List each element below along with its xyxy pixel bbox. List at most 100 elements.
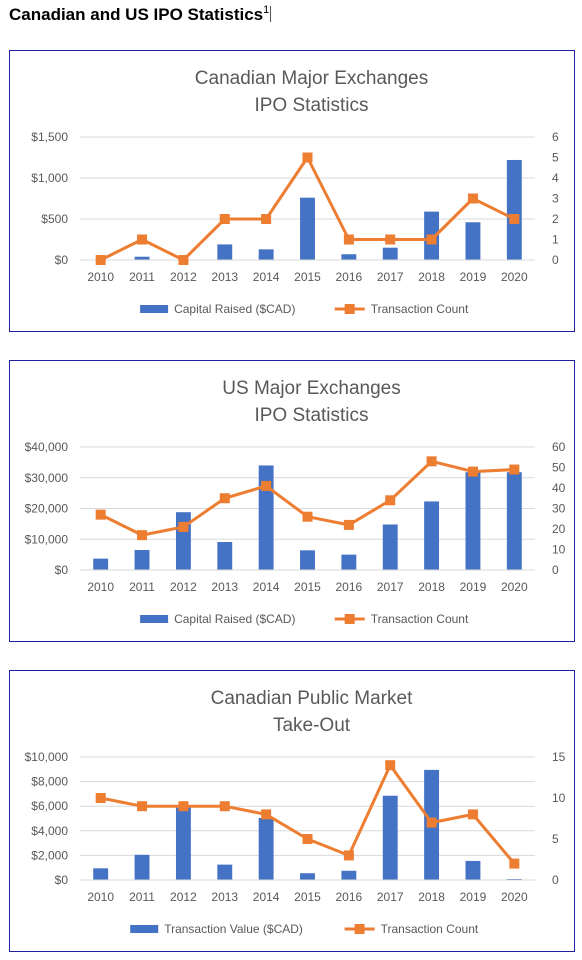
x-tick-label: 2012 <box>170 580 197 594</box>
footnote-mark: 1 <box>263 4 270 16</box>
chart-canadian-takeout-svg: Canadian Public Market Take-Out $0 $2,000 $4… <box>25 688 566 936</box>
point-2012 <box>178 801 189 812</box>
point-2018 <box>426 817 437 828</box>
x-tick-label: 2010 <box>87 890 114 904</box>
bar-2019 <box>465 222 481 260</box>
y-right-tick-label: 0 <box>552 563 559 577</box>
legend-label-bar: Transaction Value ($CAD) <box>164 922 303 936</box>
x-tick-label: 2018 <box>418 270 445 284</box>
y-left-tick-label: $0 <box>55 873 69 887</box>
y-right-tick-label: 10 <box>552 791 566 805</box>
x-tick-label: 2017 <box>377 580 404 594</box>
x-tick-label: 2020 <box>501 890 528 904</box>
y-right-tick-label: 20 <box>552 522 566 536</box>
y-right-tick-label: 30 <box>552 502 566 516</box>
x-tick-label: 2014 <box>253 890 280 904</box>
y-left-tick-label: $1,500 <box>31 130 68 144</box>
point-2012 <box>178 255 189 265</box>
point-2015 <box>302 152 313 163</box>
y-left-tick-label: $6,000 <box>31 799 68 813</box>
x-tick-label: 2018 <box>418 580 445 594</box>
line-transaction-count <box>100 459 515 537</box>
x-tick-label: 2015 <box>294 580 321 594</box>
point-2015 <box>302 511 313 522</box>
y-left-tick-label: $0 <box>55 563 69 577</box>
point-2014 <box>261 480 272 491</box>
point-2019 <box>467 809 478 820</box>
legend-label-line: Transaction Count <box>371 302 469 316</box>
legend-swatch-marker <box>354 924 365 934</box>
legend-label-bar: Capital Raised ($CAD) <box>174 612 295 626</box>
bar-2011 <box>134 854 150 880</box>
y-right-tick-label: 3 <box>552 192 559 206</box>
point-2010 <box>95 255 106 265</box>
y-left-tick-label: $10,000 <box>25 750 69 764</box>
legend-label-line: Transaction Count <box>371 612 469 626</box>
chart-title-line-1: US Major Exchanges <box>222 378 400 399</box>
point-2017 <box>385 760 396 771</box>
y-left-tick-label: $2,000 <box>31 848 68 862</box>
x-tick-label: 2018 <box>418 890 445 904</box>
point-2010 <box>95 509 106 520</box>
y-left-tick-label: $30,000 <box>25 471 69 485</box>
point-2018 <box>426 456 437 467</box>
point-2019 <box>467 466 478 477</box>
text-cursor <box>270 6 272 22</box>
chart-title-line-1: Canadian Public Market <box>211 688 413 709</box>
x-tick-label: 2010 <box>87 580 114 594</box>
point-2011 <box>137 530 148 541</box>
point-2018 <box>426 234 437 245</box>
bar-2014 <box>258 465 274 570</box>
point-2016 <box>343 519 354 530</box>
x-tick-label: 2010 <box>87 270 114 284</box>
bar-2010 <box>93 558 109 570</box>
x-tick-label: 2020 <box>501 580 528 594</box>
x-tick-label: 2012 <box>170 890 197 904</box>
legend-swatch-bar <box>140 305 169 313</box>
bar-2017 <box>382 247 398 260</box>
bar-2015 <box>300 550 315 570</box>
x-tick-label: 2017 <box>377 270 404 284</box>
point-2011 <box>137 234 148 245</box>
x-tick-label: 2013 <box>211 890 238 904</box>
y-right-tick-label: 0 <box>552 873 559 887</box>
bar-2015 <box>300 873 315 880</box>
y-right-tick-label: 15 <box>552 750 566 764</box>
legend-label-bar: Capital Raised ($CAD) <box>174 302 295 316</box>
x-tick-label: 2012 <box>170 270 197 284</box>
point-2013 <box>219 493 230 504</box>
legend-swatch-marker <box>344 304 355 314</box>
bar-2015 <box>300 197 315 260</box>
page-heading: Canadian and US IPO Statistics1 <box>9 4 272 25</box>
bar-2014 <box>258 249 274 260</box>
x-tick-label: 2013 <box>211 580 238 594</box>
x-tick-label: 2011 <box>129 580 155 594</box>
x-tick-label: 2011 <box>129 270 155 284</box>
y-left-tick-label: $20,000 <box>25 502 69 516</box>
legend-label-line: Transaction Count <box>381 922 479 936</box>
x-tick-label: 2014 <box>253 270 280 284</box>
bar-2013 <box>217 864 233 880</box>
bar-2019 <box>465 860 481 880</box>
bar-2014 <box>258 817 274 880</box>
point-2015 <box>302 834 313 844</box>
bar-2018 <box>424 501 440 570</box>
x-tick-label: 2016 <box>336 270 363 284</box>
point-2011 <box>137 801 148 812</box>
x-tick-label: 2016 <box>336 580 363 594</box>
x-tick-label: 2015 <box>294 890 321 904</box>
point-2017 <box>385 495 396 506</box>
chart-title-line-2: IPO Statistics <box>254 405 368 426</box>
y-right-tick-label: 50 <box>552 461 566 475</box>
y-right-tick-label: 1 <box>552 233 559 247</box>
y-left-tick-label: $40,000 <box>25 440 69 454</box>
legend-swatch-bar <box>140 615 169 623</box>
x-tick-label: 2013 <box>211 270 238 284</box>
chart-title-line-2: Take-Out <box>273 715 351 736</box>
x-tick-label: 2019 <box>460 580 487 594</box>
legend-swatch-marker <box>344 614 355 624</box>
chart-canadian-ipo: Canadian Major Exchanges IPO Statistics $0… <box>9 50 575 332</box>
point-2017 <box>385 234 396 245</box>
bar-2016 <box>341 870 357 880</box>
chart-title-line-1: Canadian Major Exchanges <box>195 68 428 89</box>
